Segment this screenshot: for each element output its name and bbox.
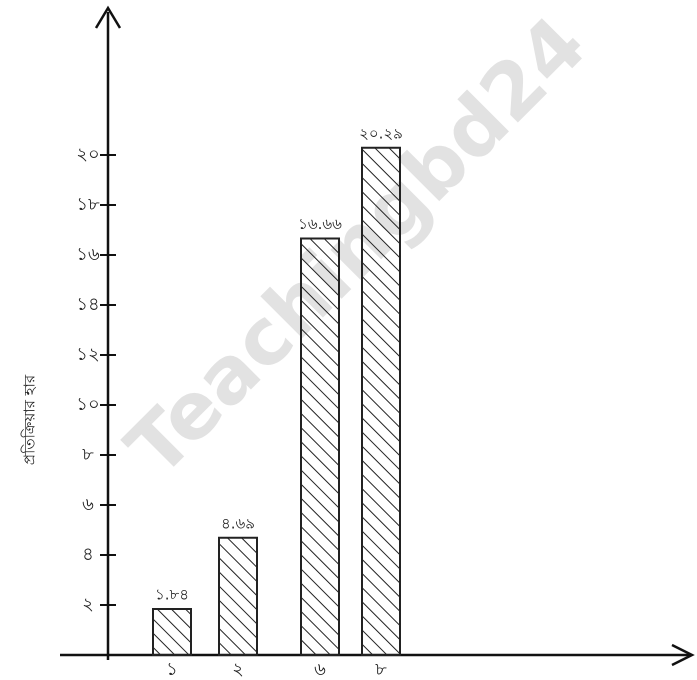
- y-tick-label: ১৬: [76, 244, 100, 265]
- y-tick-label: ৪: [82, 544, 94, 565]
- x-tick-label: ১: [166, 659, 178, 680]
- y-tick-label: ৮: [82, 444, 94, 465]
- x-axis-arrow: [671, 643, 695, 667]
- bar: [300, 237, 340, 656]
- value-label: ১৬.৬৬: [298, 215, 342, 233]
- bar: [152, 608, 192, 656]
- bar: [218, 536, 258, 656]
- y-tick-label: ১০: [76, 394, 99, 415]
- x-tick-label: ৮: [375, 659, 387, 680]
- y-tick-label: ৬: [82, 494, 94, 515]
- y-axis-label: প্রতিক্রিয়ার হার: [21, 374, 39, 465]
- value-label: ২০.২৯: [359, 124, 403, 142]
- value-label: ১.৮৪: [155, 586, 189, 604]
- bar: [361, 146, 401, 656]
- y-tick-label: ২০: [76, 144, 99, 165]
- x-tick-label: ৬: [314, 659, 326, 680]
- y-axis-arrow: [94, 5, 122, 29]
- y-tick-label: ২: [82, 594, 94, 615]
- y-tick-label: ১৮: [76, 194, 100, 215]
- y-tick-label: ১৪: [76, 294, 99, 315]
- y-tick-label: ১২: [76, 344, 99, 365]
- watermark: Teachingbd24: [110, 0, 604, 494]
- x-tick-label: ২: [232, 659, 244, 680]
- value-label: ৪.৬৯: [221, 514, 255, 532]
